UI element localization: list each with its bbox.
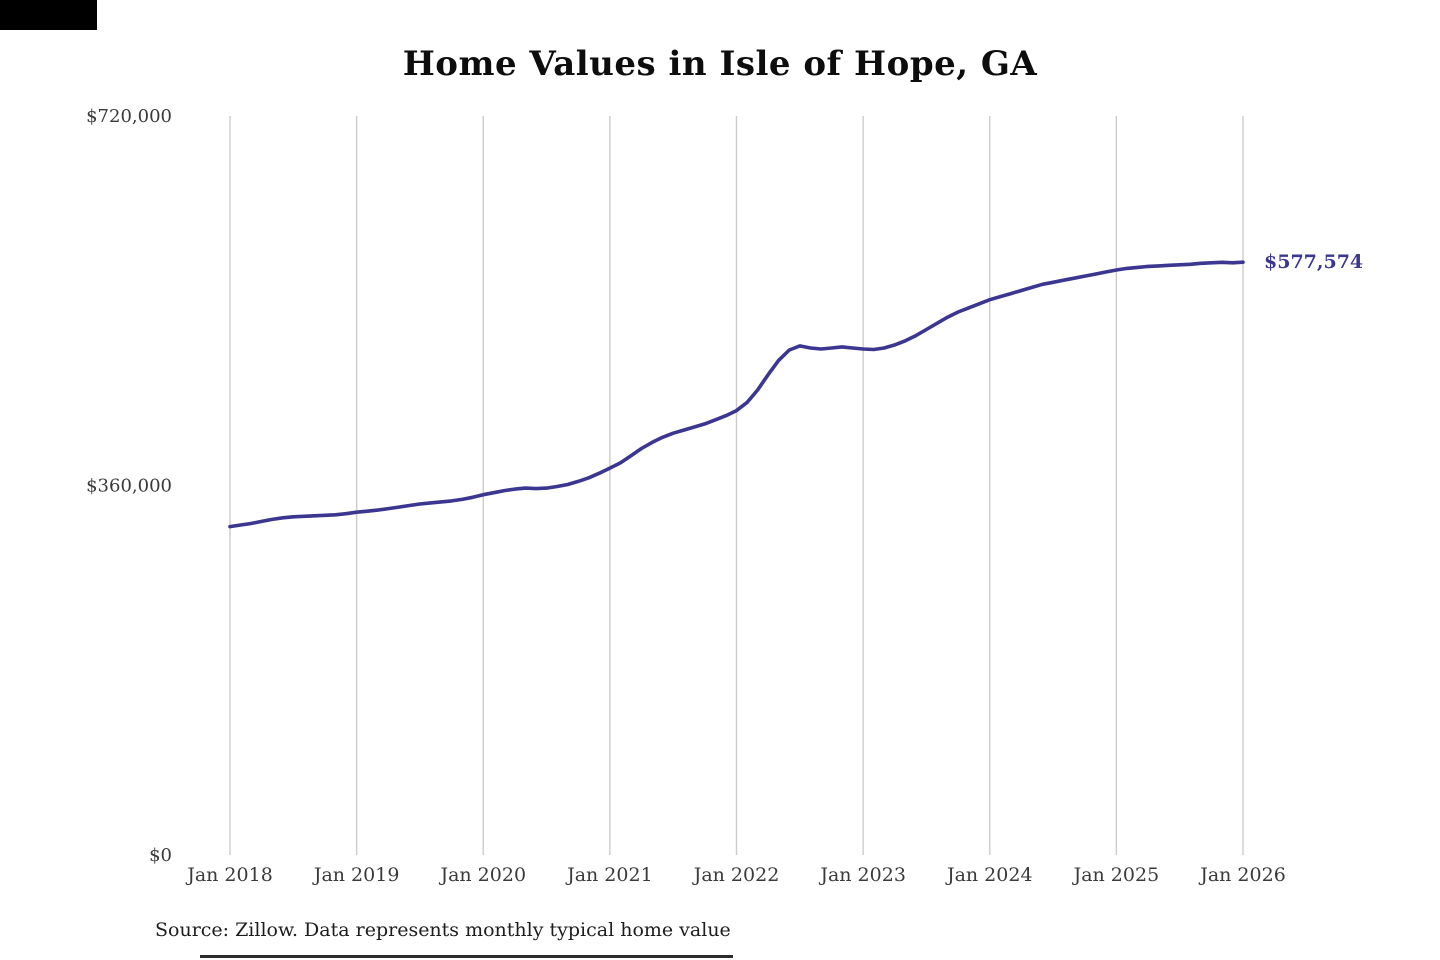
x-tick-label: Jan 2019 xyxy=(312,864,400,886)
x-tick-label: Jan 2020 xyxy=(438,864,526,886)
y-tick-label: $720,000 xyxy=(86,106,172,127)
x-tick-label: Jan 2022 xyxy=(692,864,780,886)
x-tick-label: Jan 2026 xyxy=(1198,864,1286,886)
x-tick-label: Jan 2021 xyxy=(565,864,653,886)
x-tick-label: Jan 2024 xyxy=(945,864,1033,886)
home-value-line xyxy=(228,260,1245,529)
y-tick-label: $360,000 xyxy=(86,476,172,497)
x-tick-label: Jan 2018 xyxy=(185,864,273,886)
x-tick-label: Jan 2023 xyxy=(818,864,906,886)
top-left-black-bar xyxy=(0,0,97,30)
source-note: Source: Zillow. Data represents monthly … xyxy=(155,919,731,941)
bottom-crop-line xyxy=(200,955,733,958)
x-tick-label: Jan 2025 xyxy=(1072,864,1160,886)
chart-title: Home Values in Isle of Hope, GA xyxy=(402,44,1038,84)
latest-value-label: $577,574 xyxy=(1264,251,1364,274)
y-tick-label: $0 xyxy=(149,845,172,866)
